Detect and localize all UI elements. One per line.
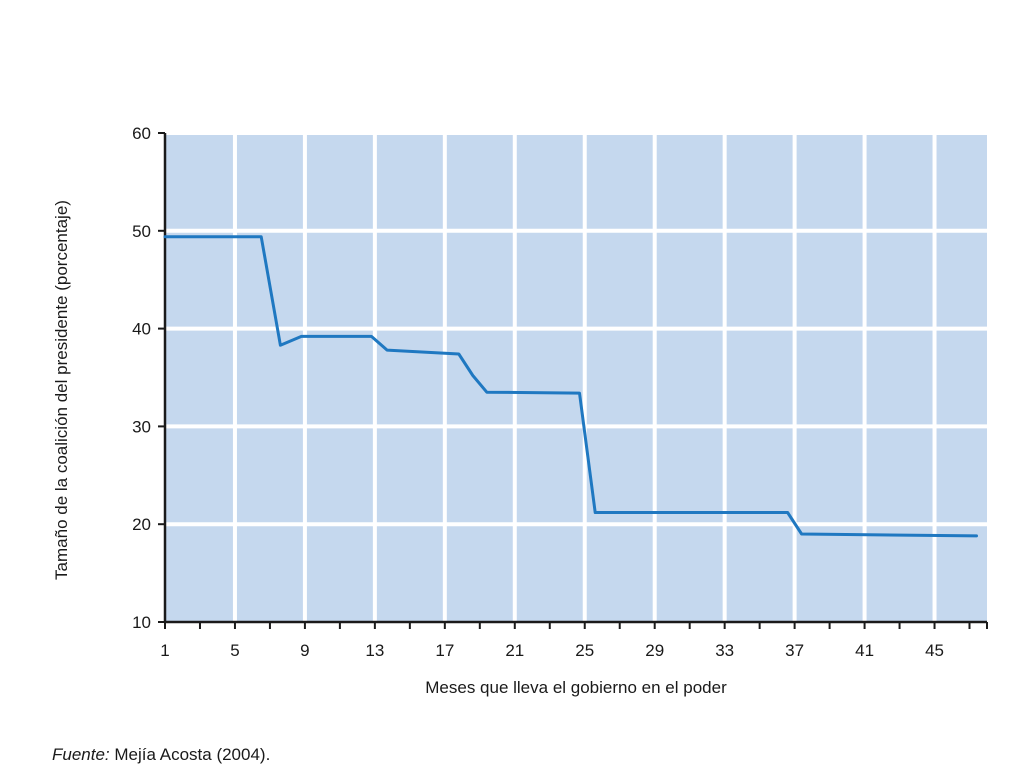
x-axis-title: Meses que lleva el gobierno en el poder — [425, 678, 727, 697]
y-axis-ticks: 10 20 30 40 50 60 — [132, 124, 165, 632]
x-tick-label: 45 — [925, 641, 944, 660]
line-chart: 10 20 30 40 50 60 1 5 9 13 17 21 25 29 33 37 41 45 Meses… — [52, 124, 988, 697]
x-tick-label: 21 — [505, 641, 524, 660]
y-tick-label: 10 — [132, 613, 151, 632]
x-tick-label: 41 — [855, 641, 874, 660]
y-tick-label: 50 — [132, 222, 151, 241]
x-axis-ticks: 1 5 9 13 17 21 25 29 33 37 41 45 — [160, 622, 988, 660]
gridlines — [165, 131, 987, 622]
x-tick-label: 5 — [230, 641, 239, 660]
x-tick-label: 37 — [785, 641, 804, 660]
x-tick-label: 29 — [645, 641, 664, 660]
y-tick-label: 30 — [132, 417, 151, 436]
x-tick-label: 1 — [160, 641, 169, 660]
x-tick-label: 33 — [715, 641, 734, 660]
source-text: Mejía Acosta (2004). — [114, 745, 271, 764]
x-tick-label: 9 — [300, 641, 309, 660]
y-tick-label: 60 — [132, 124, 151, 143]
x-tick-label: 13 — [365, 641, 384, 660]
axes — [163, 133, 987, 624]
y-tick-label: 20 — [132, 515, 151, 534]
plot-area — [165, 133, 987, 622]
source-label: Fuente: — [52, 745, 110, 764]
x-tick-label: 25 — [575, 641, 594, 660]
y-tick-label: 40 — [132, 320, 151, 339]
x-tick-label: 17 — [435, 641, 454, 660]
series-layer — [163, 235, 978, 538]
series-line — [163, 235, 978, 538]
source-note: Fuente: Mejía Acosta (2004). — [52, 745, 270, 765]
y-axis-title: Tamaño de la coalición del presidente (p… — [52, 200, 71, 580]
